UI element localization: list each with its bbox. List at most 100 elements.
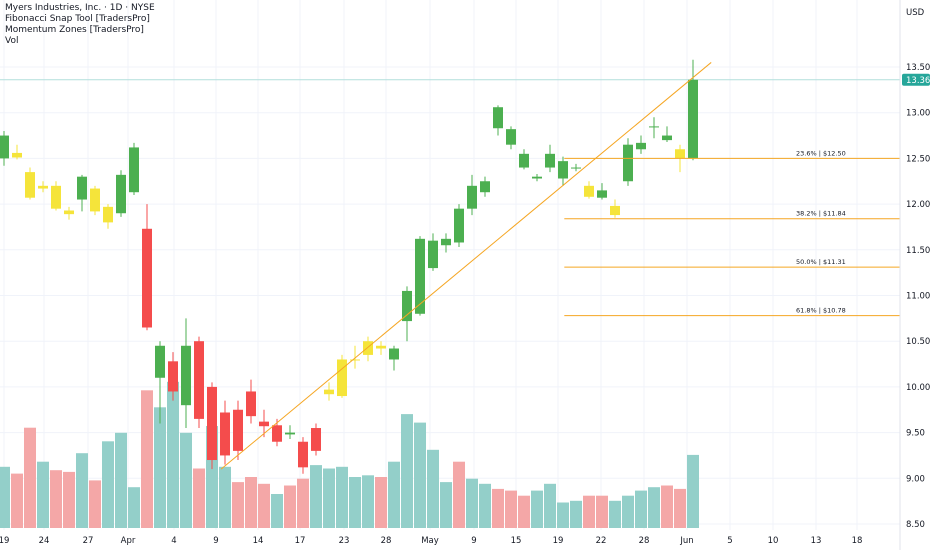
volume-bar	[401, 414, 413, 528]
candle-body	[571, 167, 581, 169]
volume-bar	[440, 482, 452, 528]
volume-bar	[661, 485, 673, 528]
x-tick-label: 5	[727, 536, 732, 546]
y-tick-label: 8.50	[906, 520, 925, 530]
volume-bar	[310, 465, 322, 528]
y-tick-label: 13.50	[906, 63, 930, 73]
candle	[571, 163, 581, 172]
volume-bar	[258, 483, 270, 528]
fib-level-label: 61.8% | $10.78	[796, 307, 846, 315]
volume-bar	[375, 477, 387, 528]
candlesticks	[0, 59, 698, 474]
candle	[103, 204, 113, 229]
candle	[480, 176, 490, 197]
symbol-title[interactable]: Myers Industries, Inc. · 1D · NYSE	[5, 3, 155, 13]
candle-body	[246, 391, 256, 417]
candle-body	[337, 359, 347, 397]
candle-body	[545, 153, 555, 168]
y-tick-label: 12.00	[906, 200, 930, 210]
volume-bar	[349, 477, 361, 528]
volume-bar	[453, 461, 465, 528]
candle-body	[38, 185, 48, 189]
volume-bar	[557, 502, 569, 528]
candle-body	[428, 240, 438, 269]
candle	[298, 437, 308, 474]
candle-body	[129, 147, 139, 193]
volume-bar	[245, 477, 257, 528]
volume-bar	[297, 478, 309, 528]
candle-body	[350, 359, 360, 361]
candle	[207, 382, 217, 470]
volume-bar	[570, 500, 582, 528]
fib-level-label: 38.2% | $11.84	[796, 210, 846, 218]
candle-body	[207, 386, 217, 461]
fib-level-label: 50.0% | $11.31	[796, 258, 846, 266]
candle	[493, 105, 503, 136]
volume-bar	[479, 483, 491, 528]
candle-body	[311, 428, 321, 451]
volume-bar	[37, 461, 49, 528]
y-tick-label: 12.50	[906, 154, 930, 164]
fibonacci-levels: 23.6% | $12.50 38.2% | $11.84 50.0% | $11.…	[564, 149, 900, 317]
fib-level-label: 23.6% | $12.50	[796, 149, 846, 157]
candle	[389, 345, 399, 371]
y-tick-label: 11.50	[906, 246, 930, 256]
candle	[610, 199, 620, 218]
candle-body	[415, 238, 425, 314]
candle	[584, 181, 594, 199]
candle	[558, 156, 568, 186]
volume-bar	[466, 478, 478, 528]
volume-bar	[505, 490, 517, 528]
candle	[506, 126, 516, 150]
indicator-fibonacci[interactable]: Fibonacci Snap Tool [TradersPro]	[5, 14, 150, 24]
price-axis[interactable]: USD 13.50 13.00 12.50 12.00 11.50 11.00 10.50 1…	[899, 0, 930, 550]
candle	[0, 130, 9, 166]
candle	[597, 183, 607, 200]
volume-bar	[193, 468, 205, 528]
indicator-volume[interactable]: Vol	[5, 36, 19, 46]
candle	[116, 170, 126, 217]
candle	[311, 423, 321, 456]
currency-label: USD	[906, 8, 925, 18]
y-tick-label: 10.50	[906, 337, 930, 347]
time-axis[interactable]: 19 24 27 Apr 4 9 14 17 23 28 May 9 15 19 22 28 Jun 5 10 13 1…	[0, 536, 862, 546]
candle-body	[25, 172, 35, 198]
candle	[129, 142, 139, 195]
candle-body	[649, 126, 659, 128]
candle-body	[584, 185, 594, 197]
indicator-momentum-zones[interactable]: Momentum Zones [TradersPro]	[5, 25, 144, 35]
candle-body	[324, 389, 334, 395]
candle	[64, 206, 74, 220]
candle	[623, 138, 633, 186]
candle	[337, 354, 347, 398]
candle	[376, 341, 386, 355]
candle-body	[12, 152, 22, 158]
candle-body	[51, 185, 61, 209]
trend-line[interactable]	[220, 62, 712, 470]
candle-body	[597, 190, 607, 198]
chart-legend: Myers Industries, Inc. · 1D · NYSE Fibon…	[5, 3, 155, 47]
volume-bar	[388, 461, 400, 528]
candle	[168, 352, 178, 401]
volume-bar	[115, 432, 127, 528]
candle	[155, 341, 165, 424]
candle	[12, 144, 22, 160]
candle	[142, 204, 152, 331]
x-tick-label: 9	[213, 536, 218, 546]
volume-bar	[180, 432, 192, 528]
y-tick-label: 11.00	[906, 292, 930, 302]
candle	[77, 174, 87, 212]
volume-bar	[219, 466, 231, 528]
volume-bar	[76, 453, 88, 528]
candle-body	[454, 208, 464, 243]
volume-bar	[128, 487, 140, 528]
candle	[545, 144, 555, 173]
volume-bar	[232, 482, 244, 528]
volume-bar	[50, 470, 62, 528]
candle-body	[90, 188, 100, 212]
candle-body	[181, 345, 191, 406]
candle-body	[662, 135, 672, 141]
candle	[324, 382, 334, 401]
candle	[233, 400, 243, 461]
